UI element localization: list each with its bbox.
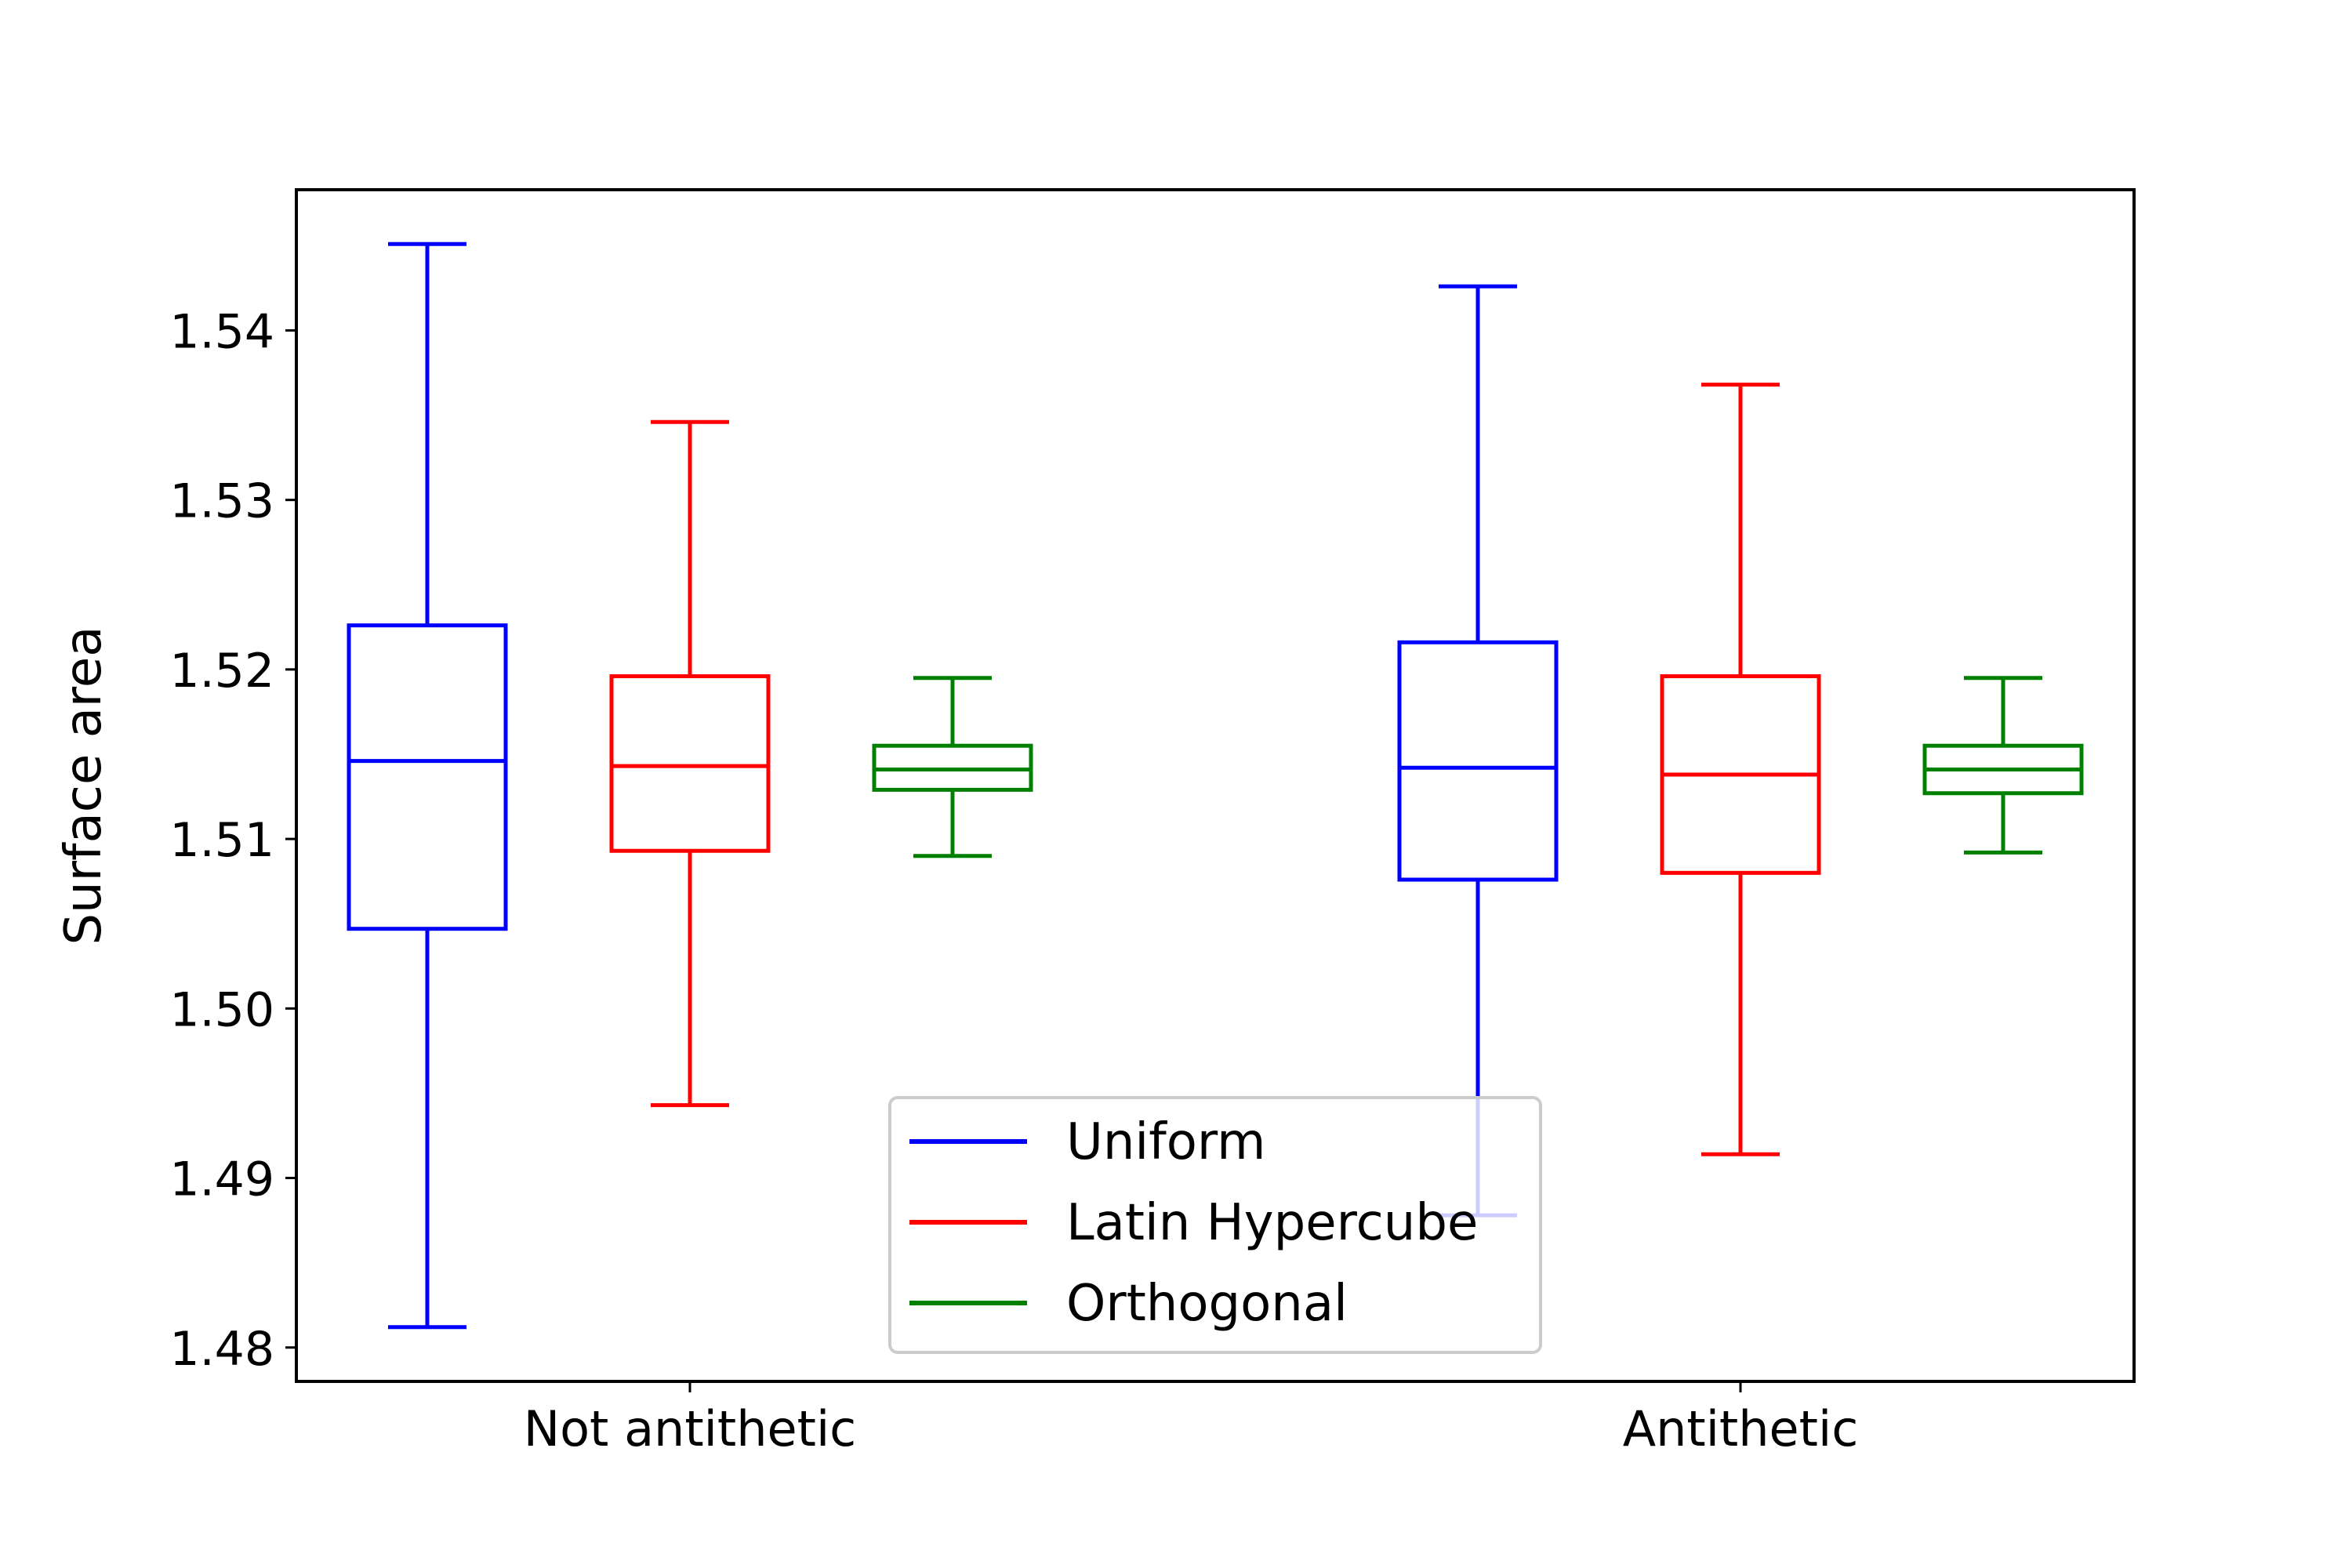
iqr-box bbox=[347, 623, 508, 931]
x-tick-label: Antithetic bbox=[1623, 1400, 1859, 1457]
iqr-box bbox=[609, 674, 771, 853]
axes: 1.48 1.49 1.50 1.51 1.52 1.53 1.54 Not antithet… bbox=[169, 304, 1858, 1457]
y-tick-label: 1.52 bbox=[169, 644, 274, 699]
legend: Uniform Latin Hypercube Orthogonal bbox=[888, 1096, 1542, 1354]
legend-label: Uniform bbox=[1066, 1113, 1265, 1171]
y-tick-label: 1.50 bbox=[169, 982, 274, 1037]
y-tick-label: 1.48 bbox=[169, 1322, 274, 1377]
box-0-1 bbox=[1397, 284, 1559, 1218]
y-tick-label: 1.53 bbox=[169, 474, 274, 529]
box-0-0 bbox=[347, 241, 508, 1330]
legend-label: Latin Hypercube bbox=[1066, 1194, 1478, 1252]
box-1-0 bbox=[609, 419, 771, 1108]
legend-box bbox=[888, 1096, 1542, 1354]
box-2-0 bbox=[872, 676, 1033, 858]
y-axis-label: Surface area bbox=[55, 626, 113, 946]
iqr-box bbox=[1397, 640, 1559, 882]
y-tick-label: 1.54 bbox=[169, 304, 274, 359]
plot-marks bbox=[347, 241, 2084, 1330]
box-1-1 bbox=[1660, 383, 1821, 1156]
y-tick-label: 1.49 bbox=[169, 1152, 274, 1207]
plot-frame bbox=[295, 188, 2136, 1383]
y-tick-label: 1.51 bbox=[169, 813, 274, 868]
x-tick-label: Not antithetic bbox=[524, 1400, 857, 1457]
box-2-1 bbox=[1922, 676, 2084, 855]
legend-label: Orthogonal bbox=[1066, 1275, 1348, 1333]
